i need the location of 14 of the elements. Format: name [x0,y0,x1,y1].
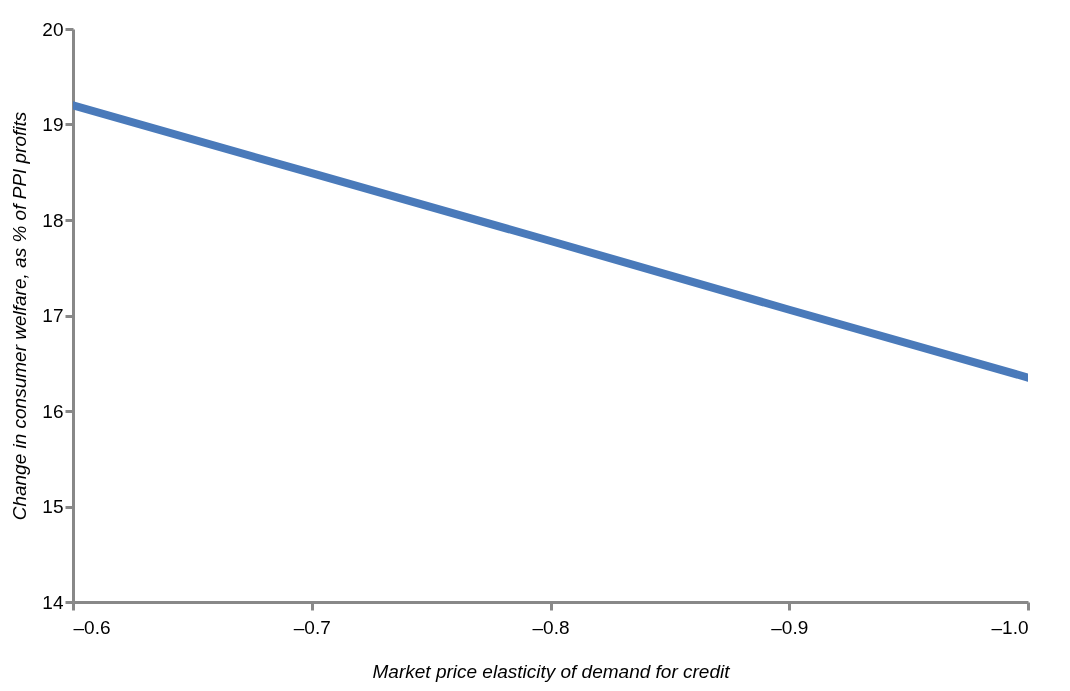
y-tick-label: 15 [42,496,64,517]
y-tick-label: 16 [42,400,64,422]
x-tick-label: –0.6 [73,616,111,638]
y-tick-label: 18 [42,209,64,231]
y-tick-label: 17 [42,305,64,326]
x-tick-label: –0.8 [532,616,570,638]
y-tick-label: 14 [42,591,64,613]
x-axis-title: Market price elasticity of demand for credit [372,660,731,682]
x-tick-label: –1.0 [991,616,1029,638]
y-tick-label: 20 [42,18,64,40]
y-tick-label: 19 [42,114,64,135]
x-tick-label: –0.7 [293,616,331,638]
x-tick-label: –0.9 [771,616,809,638]
y-axis-title: Change in consumer welfare, as % of PPI profits [9,111,31,521]
